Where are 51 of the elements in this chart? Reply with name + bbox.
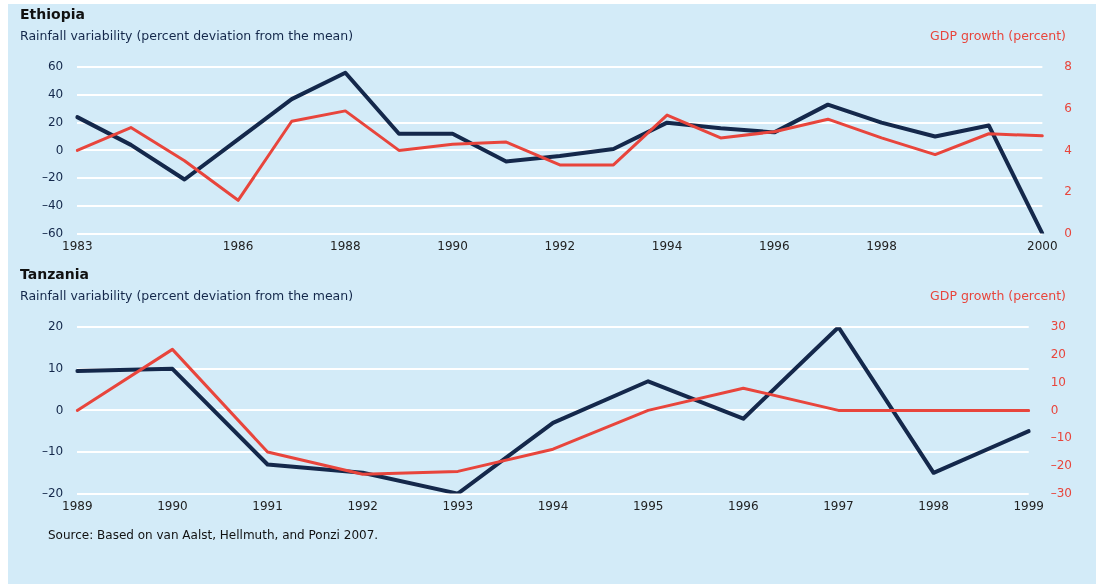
y-tick-label: 0 xyxy=(55,402,64,417)
y-axis-title: Rainfall variability (percent deviation from the mean) xyxy=(20,288,354,303)
x-tick-label: 1994 xyxy=(537,498,569,513)
y-tick-label: –20 xyxy=(41,170,64,185)
x-tick-label: 1992 xyxy=(347,498,378,513)
chart-title: Tanzania xyxy=(19,265,90,284)
y2-tick-label: 2 xyxy=(1064,184,1073,199)
source-note: Source: Based on van Aalst, Hellmuth, and Ponzi 2007. xyxy=(47,527,380,542)
x-tick-label: 1995 xyxy=(632,498,664,513)
y2-tick-label: 4 xyxy=(1064,142,1073,157)
x-tick-label: 2000 xyxy=(1027,238,1058,253)
x-tick-label: 1989 xyxy=(62,498,93,513)
y-tick-label: –60 xyxy=(41,225,64,240)
y2-axis-title: GDP growth (percent) xyxy=(930,28,1066,43)
x-tick-label: 1988 xyxy=(330,238,361,253)
y-tick-label: –20 xyxy=(41,485,64,500)
y2-tick-label: 0 xyxy=(1064,225,1073,240)
y2-axis-title: GDP growth (percent) xyxy=(930,288,1066,303)
y-tick-label: 20 xyxy=(47,114,64,129)
x-tick-label: 1996 xyxy=(759,238,790,253)
x-tick-label: 1990 xyxy=(437,238,468,253)
y2-tick-label: –10 xyxy=(1050,430,1073,445)
y-tick-label: 20 xyxy=(47,319,64,334)
y-tick-label: –10 xyxy=(41,444,64,459)
y2-tick-label: –30 xyxy=(1050,485,1073,500)
x-tick-label: 1992 xyxy=(544,238,576,253)
x-tick-label: 1991 xyxy=(252,498,283,513)
x-tick-label: 1983 xyxy=(62,238,93,253)
x-tick-label: 1990 xyxy=(157,498,188,513)
chart-title: Ethiopia xyxy=(19,5,86,24)
x-tick-label: 1986 xyxy=(222,238,254,253)
y2-tick-label: 30 xyxy=(1050,319,1067,334)
y2-tick-label: 20 xyxy=(1050,347,1067,362)
y-tick-label: 0 xyxy=(55,142,64,157)
y2-tick-label: –20 xyxy=(1050,457,1073,472)
x-tick-label: 1996 xyxy=(728,498,759,513)
y-tick-label: –40 xyxy=(41,197,64,212)
x-tick-label: 1997 xyxy=(823,498,854,513)
y-tick-label: 10 xyxy=(47,360,64,375)
y-axis-title: Rainfall variability (percent deviation from the mean) xyxy=(20,28,354,43)
y2-tick-label: 8 xyxy=(1064,59,1073,74)
x-tick-label: 1998 xyxy=(866,238,897,253)
x-tick-label: 1993 xyxy=(442,498,474,513)
x-tick-label: 1994 xyxy=(651,238,683,253)
y2-tick-label: 0 xyxy=(1050,402,1059,417)
x-tick-label: 1998 xyxy=(918,498,949,513)
y2-tick-label: 6 xyxy=(1064,100,1073,115)
y2-tick-label: 10 xyxy=(1050,374,1067,389)
x-tick-label: 1999 xyxy=(1013,498,1044,513)
y-tick-label: 40 xyxy=(47,87,64,102)
y-tick-label: 60 xyxy=(47,59,64,74)
